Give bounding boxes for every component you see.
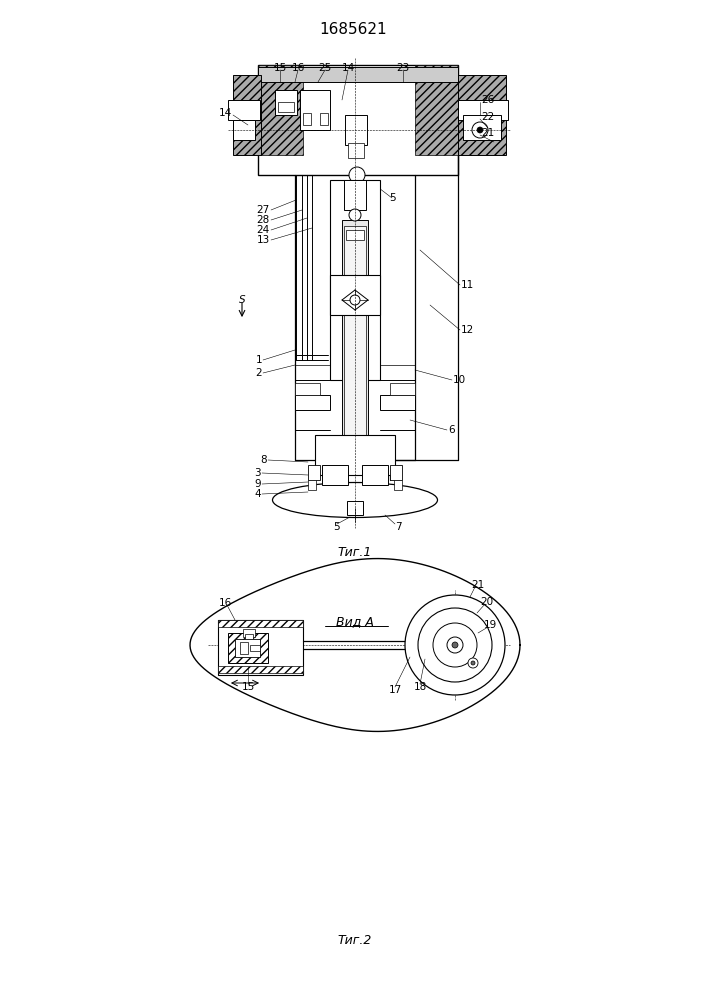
Bar [347,501,363,515]
Bar [303,113,311,125]
Bar [308,480,316,490]
Text: 23: 23 [397,63,409,73]
Text: Τиг.1: Τиг.1 [338,546,372,558]
Bar [243,629,255,637]
Bar [235,639,260,657]
Text: 27: 27 [257,205,270,215]
Text: 12: 12 [461,325,474,335]
Bar [240,642,248,654]
Text: 3: 3 [255,468,261,478]
Bar [322,465,348,485]
Text: 21: 21 [472,580,484,590]
Bar [458,100,508,120]
Bar [228,633,268,663]
Text: 6: 6 [448,425,455,435]
Text: 5: 5 [390,193,397,203]
Text: 22: 22 [481,112,494,122]
Bar [308,465,320,480]
Text: 24: 24 [257,225,270,235]
Bar [300,90,330,130]
Text: Вид А: Вид А [336,615,374,629]
Circle shape [452,642,458,648]
Text: 16: 16 [218,598,232,608]
Bar [278,102,294,112]
Bar [233,120,255,140]
Text: 14: 14 [341,63,355,73]
Text: Τиг.2: Τиг.2 [338,934,372,946]
Text: 1685621: 1685621 [319,22,387,37]
Bar [258,67,458,82]
Circle shape [433,623,477,667]
Bar [344,226,366,442]
Bar [394,480,402,490]
Bar [250,645,260,651]
Text: 25: 25 [318,63,332,73]
Text: 7: 7 [395,522,402,532]
Bar [390,465,402,480]
Bar [245,634,253,639]
Text: 26: 26 [481,95,494,105]
Circle shape [468,658,478,668]
Bar [362,465,388,485]
Bar [218,620,303,627]
Circle shape [471,661,475,665]
Bar [218,620,303,675]
Text: 10: 10 [453,375,466,385]
Bar [258,65,458,175]
Text: 2: 2 [255,368,262,378]
Bar [228,100,260,120]
Circle shape [350,295,360,305]
Circle shape [349,167,365,183]
Text: 13: 13 [257,235,270,245]
Bar [342,220,368,440]
Text: 9: 9 [255,479,261,489]
Text: 20: 20 [481,597,493,607]
Bar [344,180,366,210]
Circle shape [407,637,423,653]
Bar [218,666,303,673]
Bar [463,115,501,140]
Bar [348,143,364,158]
Circle shape [349,209,361,221]
Bar [295,383,320,395]
Bar [458,75,506,155]
Text: 5: 5 [334,522,340,532]
Circle shape [418,608,492,682]
Text: 14: 14 [218,108,232,118]
Text: 1: 1 [255,355,262,365]
Text: 4: 4 [255,489,261,499]
Text: 15: 15 [274,63,286,73]
Text: 28: 28 [257,215,270,225]
Text: 17: 17 [388,685,402,695]
Bar [345,115,367,145]
Text: 11: 11 [461,280,474,290]
Text: S: S [239,295,245,305]
Circle shape [412,642,418,648]
Bar [330,275,380,315]
Text: 18: 18 [414,682,426,692]
Circle shape [405,595,505,695]
Text: 16: 16 [291,63,305,73]
Bar [415,65,458,155]
Circle shape [447,637,463,653]
Bar [315,435,395,475]
Bar [275,90,297,115]
Bar [346,230,364,240]
Bar [320,113,328,125]
Bar [295,395,330,410]
Circle shape [477,127,483,133]
Bar [258,65,303,155]
Text: 21: 21 [481,128,494,138]
Text: 19: 19 [484,620,496,630]
Circle shape [472,122,488,138]
Bar [380,395,415,410]
Text: 8: 8 [260,455,267,465]
Bar [233,75,261,155]
Bar [390,383,415,395]
Ellipse shape [272,483,438,518]
Text: 15: 15 [241,682,255,692]
Bar [330,180,380,380]
